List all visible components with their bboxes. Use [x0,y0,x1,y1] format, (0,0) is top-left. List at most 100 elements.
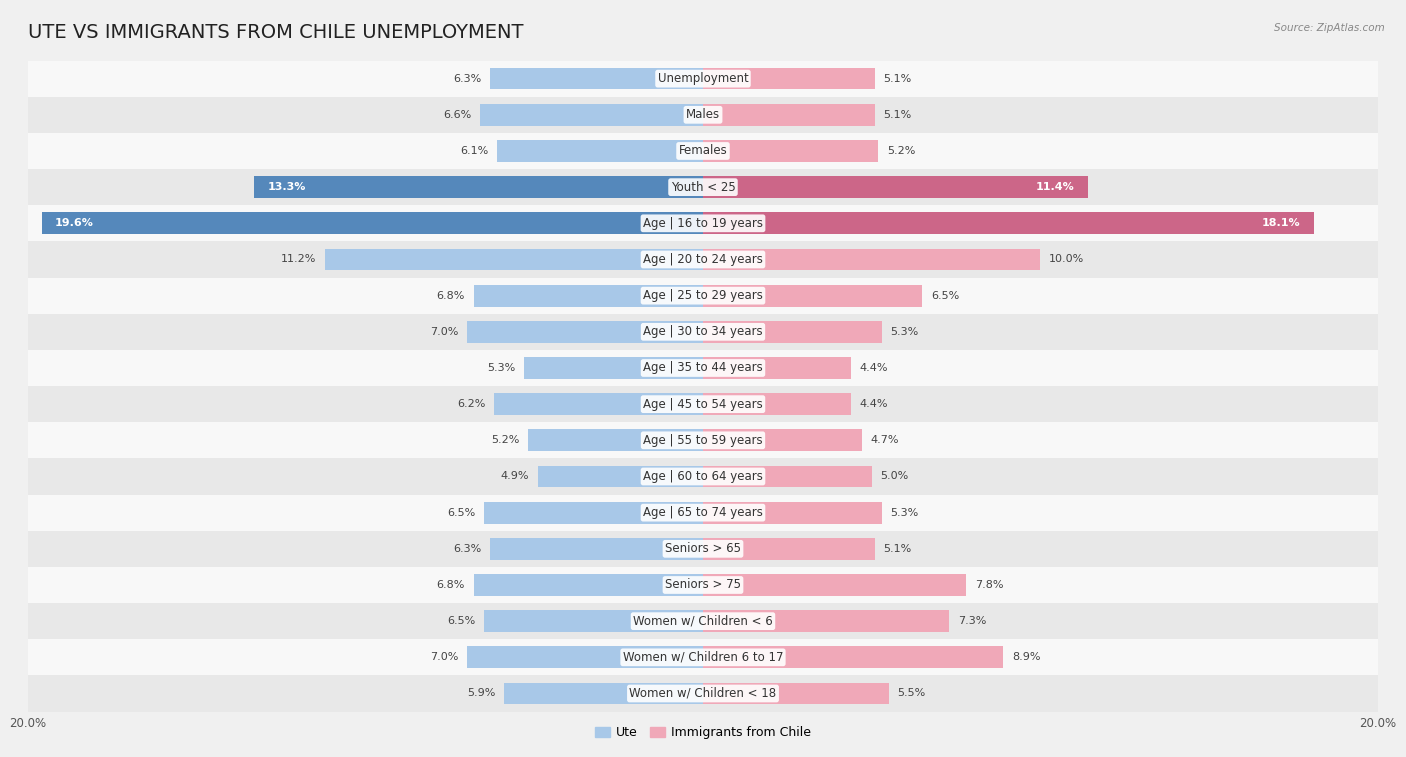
Text: Age | 20 to 24 years: Age | 20 to 24 years [643,253,763,266]
Text: Seniors > 65: Seniors > 65 [665,542,741,556]
Bar [28,494,1378,531]
Text: 5.1%: 5.1% [883,544,911,554]
Text: 7.8%: 7.8% [974,580,1002,590]
Bar [703,176,1088,198]
Bar [703,538,875,559]
Bar [28,639,1378,675]
Bar [498,140,703,162]
Text: 4.4%: 4.4% [860,363,889,373]
Bar [467,646,703,668]
Text: 4.9%: 4.9% [501,472,529,481]
Text: 5.3%: 5.3% [488,363,516,373]
Text: Age | 35 to 44 years: Age | 35 to 44 years [643,362,763,375]
Bar [254,176,703,198]
Bar [484,502,703,524]
Text: 6.3%: 6.3% [454,544,482,554]
Bar [28,205,1378,241]
Bar [481,104,703,126]
Text: 5.9%: 5.9% [467,689,495,699]
Bar [703,357,852,378]
Bar [703,213,1313,234]
Bar [28,422,1378,459]
Text: Females: Females [679,145,727,157]
Text: Age | 65 to 74 years: Age | 65 to 74 years [643,506,763,519]
Bar [28,61,1378,97]
Text: Age | 45 to 54 years: Age | 45 to 54 years [643,397,763,410]
Text: 5.2%: 5.2% [887,146,915,156]
Text: 6.8%: 6.8% [437,291,465,301]
Text: Seniors > 75: Seniors > 75 [665,578,741,591]
Bar [28,278,1378,313]
Text: 19.6%: 19.6% [55,218,94,229]
Text: 5.1%: 5.1% [883,73,911,83]
Bar [703,140,879,162]
Legend: Ute, Immigrants from Chile: Ute, Immigrants from Chile [589,721,817,744]
Text: Women w/ Children 6 to 17: Women w/ Children 6 to 17 [623,651,783,664]
Text: 13.3%: 13.3% [267,182,307,192]
Bar [28,169,1378,205]
Bar [28,97,1378,133]
Bar [42,213,703,234]
Bar [474,574,703,596]
Bar [703,610,949,632]
Bar [703,104,875,126]
Bar [325,248,703,270]
Bar [28,386,1378,422]
Bar [703,429,862,451]
Text: 6.5%: 6.5% [447,508,475,518]
Text: Women w/ Children < 6: Women w/ Children < 6 [633,615,773,628]
Text: 8.9%: 8.9% [1012,653,1040,662]
Text: Source: ZipAtlas.com: Source: ZipAtlas.com [1274,23,1385,33]
Text: 7.0%: 7.0% [430,653,458,662]
Bar [703,646,1004,668]
Text: Age | 16 to 19 years: Age | 16 to 19 years [643,217,763,230]
Bar [703,394,852,415]
Text: 6.8%: 6.8% [437,580,465,590]
Bar [28,531,1378,567]
Text: 6.2%: 6.2% [457,399,485,409]
Bar [527,429,703,451]
Bar [28,241,1378,278]
Bar [28,133,1378,169]
Bar [28,313,1378,350]
Bar [703,321,882,343]
Bar [703,248,1040,270]
Text: 6.1%: 6.1% [461,146,489,156]
Bar [491,68,703,89]
Text: 5.5%: 5.5% [897,689,925,699]
Text: Age | 60 to 64 years: Age | 60 to 64 years [643,470,763,483]
Text: 6.3%: 6.3% [454,73,482,83]
Bar [28,350,1378,386]
Text: 11.2%: 11.2% [281,254,316,264]
Text: 6.5%: 6.5% [447,616,475,626]
Text: 5.3%: 5.3% [890,508,918,518]
Text: 5.0%: 5.0% [880,472,908,481]
Text: 6.5%: 6.5% [931,291,959,301]
Bar [703,683,889,704]
Text: Age | 25 to 29 years: Age | 25 to 29 years [643,289,763,302]
Text: 18.1%: 18.1% [1261,218,1301,229]
Bar [474,285,703,307]
Text: Unemployment: Unemployment [658,72,748,85]
Text: Males: Males [686,108,720,121]
Bar [467,321,703,343]
Bar [503,683,703,704]
Bar [537,466,703,488]
Bar [491,538,703,559]
Bar [484,610,703,632]
Text: 5.2%: 5.2% [491,435,519,445]
Text: 10.0%: 10.0% [1049,254,1084,264]
Bar [28,567,1378,603]
Text: Youth < 25: Youth < 25 [671,181,735,194]
Text: 5.1%: 5.1% [883,110,911,120]
Bar [28,675,1378,712]
Bar [703,574,966,596]
Text: UTE VS IMMIGRANTS FROM CHILE UNEMPLOYMENT: UTE VS IMMIGRANTS FROM CHILE UNEMPLOYMEN… [28,23,523,42]
Bar [703,502,882,524]
Text: Age | 55 to 59 years: Age | 55 to 59 years [643,434,763,447]
Bar [703,285,922,307]
Text: Age | 30 to 34 years: Age | 30 to 34 years [643,326,763,338]
Text: 7.3%: 7.3% [957,616,986,626]
Text: 5.3%: 5.3% [890,327,918,337]
Text: 6.6%: 6.6% [444,110,472,120]
